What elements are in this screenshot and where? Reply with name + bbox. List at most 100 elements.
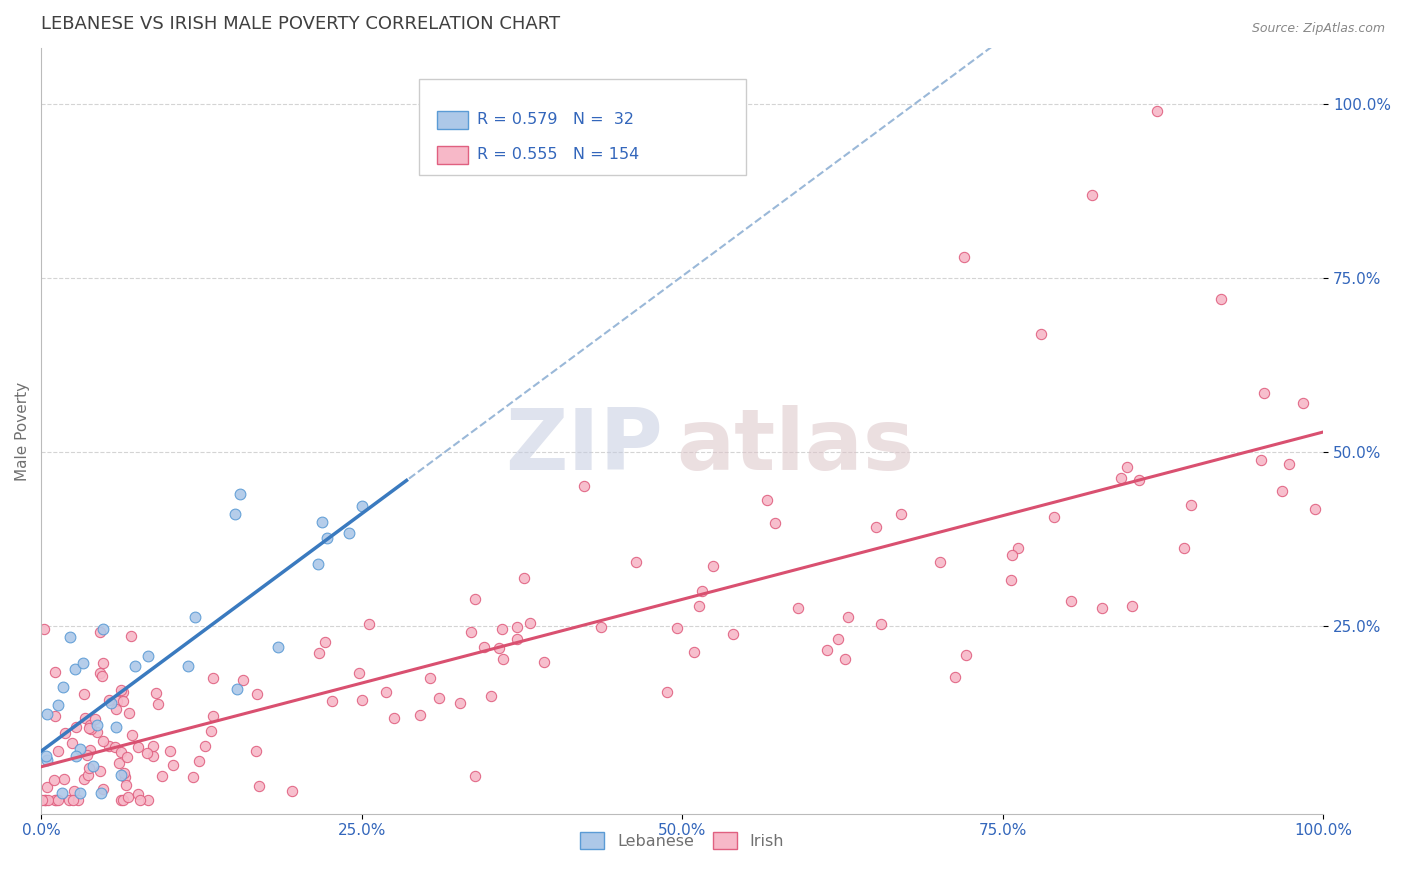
Point [91,657,114,671]
Point [281,784,304,798]
Point [44,772,66,787]
Point [890,507,912,521]
Point [65,720,87,734]
Point [181,770,204,784]
Point [786,600,808,615]
Point [201,709,224,723]
Point [82,759,104,773]
Point [80,722,103,736]
Point [53,726,76,740]
Point [44,708,66,723]
Point [100,697,122,711]
Point [115,778,138,792]
Point [108,756,131,771]
Point [51,786,73,800]
Point [86,718,108,732]
Point [382,710,405,724]
Point [148,697,170,711]
Point [136,648,159,663]
Point [73,772,96,787]
Point [1091,600,1114,615]
FancyBboxPatch shape [437,111,468,129]
Point [59,631,82,645]
Point [702,558,724,573]
Point [755,493,778,508]
Point [91,733,114,747]
Point [110,792,132,806]
Point [63,783,86,797]
Point [35,780,58,795]
Point [834,652,856,666]
Point [45,792,67,806]
Point [110,682,132,697]
Point [1253,386,1275,401]
Point [53,772,76,786]
Point [337,526,360,541]
Point [111,693,134,707]
Point [35,706,58,721]
Point [72,656,94,670]
Point [104,702,127,716]
Point [46,744,69,758]
Y-axis label: Male Poverty: Male Poverty [15,382,30,481]
Point [460,624,482,639]
Point [307,557,329,571]
Point [506,620,529,634]
Text: R = 0.579   N =  32: R = 0.579 N = 32 [477,112,634,128]
Point [1043,510,1066,524]
Point [953,250,976,264]
Point [127,788,149,802]
Point [347,666,370,681]
Point [187,754,209,768]
Point [232,673,254,687]
Point [246,687,269,701]
Point [35,749,58,764]
Point [35,753,58,767]
Point [32,622,55,636]
Point [624,555,647,569]
Point [352,692,374,706]
Point [506,632,529,646]
Point [112,685,135,699]
Point [34,792,56,806]
Point [1146,103,1168,118]
Point [474,640,496,655]
Point [267,640,290,654]
Text: LEBANESE VS IRISH MALE POVERTY CORRELATION CHART: LEBANESE VS IRISH MALE POVERTY CORRELATI… [41,15,560,33]
Point [721,627,744,641]
Point [150,769,173,783]
Point [688,599,710,614]
Point [1121,599,1143,613]
Point [419,671,441,685]
Point [66,792,89,806]
Point [89,666,111,681]
Point [591,620,613,634]
Point [229,487,252,501]
Point [52,681,75,695]
Point [350,499,373,513]
Point [117,790,139,805]
Point [408,708,430,723]
Point [162,757,184,772]
Point [46,698,69,712]
Point [145,686,167,700]
Point [93,782,115,797]
Point [533,655,555,669]
Text: ZIP: ZIP [505,405,664,488]
Point [311,515,333,529]
Point [63,662,86,676]
Point [1001,548,1024,562]
Point [77,761,100,775]
Point [90,669,112,683]
Point [1060,594,1083,608]
Point [44,792,66,806]
Point [226,681,249,696]
Point [200,724,222,739]
Point [464,769,486,783]
Point [77,721,100,735]
Point [1278,457,1301,471]
Text: atlas: atlas [676,405,914,488]
Point [513,571,536,585]
Point [763,516,786,530]
Point [245,743,267,757]
